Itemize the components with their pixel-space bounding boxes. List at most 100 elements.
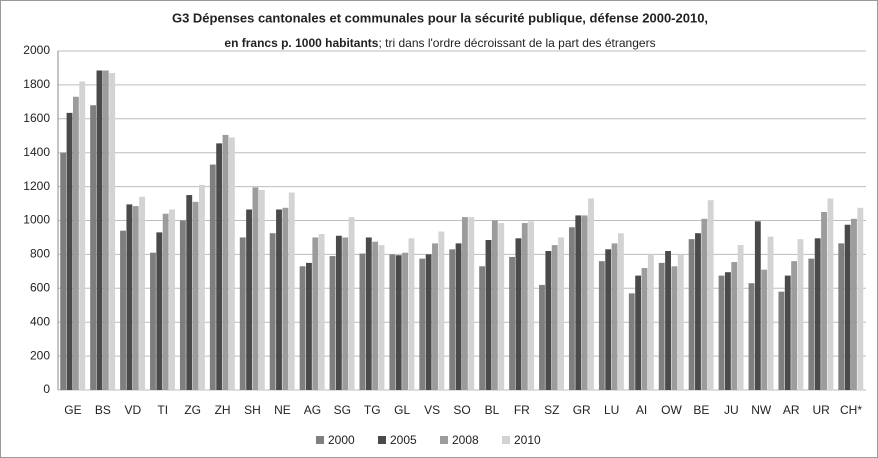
bar (186, 195, 193, 390)
bar (797, 239, 804, 390)
bar (551, 245, 558, 390)
bar (96, 70, 103, 391)
bar (761, 269, 768, 390)
bar (425, 254, 432, 390)
bar (132, 206, 139, 390)
bar (857, 207, 864, 390)
bar (299, 266, 306, 390)
bar (844, 224, 851, 390)
bar (389, 254, 396, 390)
bar (647, 254, 654, 390)
bar (269, 233, 276, 390)
bar (515, 238, 522, 390)
bar (851, 218, 857, 390)
y-tick-label: 1600 (23, 111, 50, 125)
bar (209, 164, 216, 390)
x-tick-label: BL (485, 403, 500, 417)
bar (288, 192, 295, 390)
bar (491, 220, 498, 390)
bar (575, 215, 582, 390)
bar (372, 241, 379, 390)
bar (252, 187, 259, 390)
bar (718, 275, 725, 390)
x-tick-label: TI (157, 403, 168, 417)
x-tick-label: UR (812, 403, 830, 417)
bar (838, 243, 845, 390)
y-tick-label: 1000 (23, 213, 50, 227)
bar (521, 223, 528, 390)
bar (329, 256, 336, 390)
bar (90, 105, 97, 391)
bar (395, 255, 402, 390)
bar (545, 251, 552, 390)
bar (378, 245, 385, 390)
bar (402, 252, 409, 390)
bar (126, 204, 133, 390)
bar (462, 217, 468, 390)
bar (821, 212, 827, 390)
bar (731, 262, 738, 390)
bar (568, 227, 575, 390)
subtitle-rest: ; tri dans l'ordre décroissant de la par… (378, 36, 655, 50)
bar (641, 267, 648, 390)
legend-swatch (502, 436, 510, 444)
bar (814, 238, 821, 390)
x-tick-label: ZG (184, 403, 201, 417)
bar (318, 234, 325, 390)
bar (342, 237, 349, 390)
x-tick-label: GE (64, 403, 81, 417)
bar (432, 243, 438, 390)
bar (707, 200, 714, 390)
bar (791, 261, 798, 390)
bar (109, 73, 116, 390)
bar (169, 209, 175, 390)
bar (455, 243, 462, 390)
legend-label: 2005 (390, 433, 417, 447)
bar (611, 243, 618, 390)
bar (335, 235, 342, 390)
bar (179, 220, 186, 390)
bar (139, 196, 146, 390)
bar (598, 261, 605, 390)
bar (246, 209, 253, 390)
bar (192, 201, 199, 390)
bar (635, 275, 642, 390)
x-tick-label: AR (783, 403, 800, 417)
bar (767, 236, 774, 390)
bar (365, 237, 372, 390)
bar (617, 233, 624, 390)
bar (671, 266, 678, 390)
bar (665, 251, 671, 390)
bar (156, 232, 163, 390)
bar (498, 223, 505, 390)
x-tick-label: BE (693, 403, 709, 417)
bar (216, 143, 223, 390)
x-tick-label: SG (334, 403, 351, 417)
x-tick-label: BS (95, 403, 111, 417)
bar (79, 81, 86, 390)
x-tick-label: NE (274, 403, 291, 417)
bar (737, 245, 744, 390)
x-tick-label: SZ (544, 403, 559, 417)
y-tick-label: 1400 (23, 145, 50, 159)
bar (239, 237, 246, 390)
bar (282, 207, 289, 390)
bar (438, 231, 445, 390)
bar (312, 237, 319, 390)
bar (258, 189, 265, 390)
x-tick-label: NW (751, 403, 772, 417)
bar (222, 134, 229, 390)
bar (588, 198, 594, 390)
bar (348, 217, 355, 390)
bar (695, 233, 701, 390)
x-tick-label: SH (244, 403, 261, 417)
y-tick-label: 600 (30, 280, 50, 294)
y-tick-label: 400 (30, 314, 50, 328)
bar (748, 283, 755, 390)
bar (528, 221, 535, 390)
bar (120, 230, 126, 390)
x-tick-label: VD (124, 403, 141, 417)
bar (162, 213, 169, 390)
bar (60, 152, 67, 390)
